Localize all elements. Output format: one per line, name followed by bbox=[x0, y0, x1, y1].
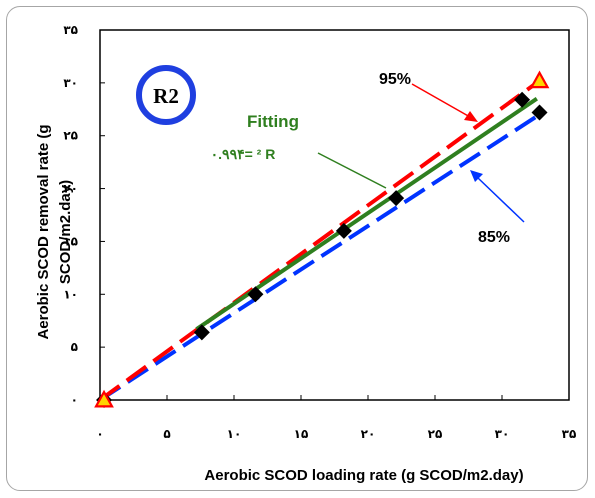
data-point-diamond bbox=[335, 222, 352, 239]
x-axis-title: Aerobic SCOD loading rate (g SCOD/m2.day… bbox=[204, 467, 523, 484]
data-point-triangle bbox=[94, 389, 114, 408]
x-tick-label: ۱۵ bbox=[294, 427, 309, 441]
plot-area-border bbox=[99, 29, 570, 401]
data-point-diamond bbox=[388, 190, 405, 207]
fitting-line bbox=[195, 97, 538, 331]
chart-frame bbox=[6, 6, 588, 491]
label-85-percent: 85% bbox=[478, 229, 510, 246]
x-tick-label: ۱۰ bbox=[227, 427, 242, 441]
line-95-percent bbox=[98, 79, 541, 402]
line-85-percent bbox=[98, 112, 541, 402]
series-lines bbox=[98, 79, 541, 402]
data-point-diamond bbox=[514, 91, 531, 108]
data-point-diamond bbox=[193, 324, 210, 341]
y-tick-label: ۱۵ bbox=[63, 234, 78, 248]
y-tick-label: ۱۰ bbox=[63, 287, 78, 301]
y-tick-label: ۵ bbox=[71, 340, 78, 354]
fitting-label: Fitting bbox=[247, 112, 299, 131]
annotations: R2 95% 85% Fitting ۰.۹۹۴= ² R bbox=[136, 65, 525, 246]
x-tick-label: ۰ bbox=[96, 427, 103, 441]
tick-labels: ۰ ۵ ۱۰ ۱۵ ۲۰ ۲۵ ۳۰ ۳۵ ۰ ۵ ۱۰ ۱۵ ۲۰ ۲۵ ۳۰ ۳۵ bbox=[63, 23, 576, 441]
y-tick-label: ۳۵ bbox=[63, 23, 78, 37]
data-point-diamond bbox=[531, 104, 548, 121]
y-axis-title-line2: SCOD/m2.day) bbox=[57, 180, 74, 284]
data-point-diamond bbox=[247, 286, 264, 303]
y-axis-title-line1: Aerobic SCOD removal rate (g bbox=[35, 124, 52, 339]
arrow-85-head bbox=[470, 170, 483, 182]
r2-badge-ring bbox=[136, 65, 196, 125]
label-95-percent: 95% bbox=[379, 71, 411, 88]
data-point-triangle bbox=[529, 70, 550, 89]
y-axis-title: Aerobic SCOD removal rate (g SCOD/m2.day… bbox=[35, 124, 74, 339]
arrow-95-shaft bbox=[411, 83, 471, 118]
fitting-pointer bbox=[317, 152, 387, 189]
x-tick-label: ۵ bbox=[163, 427, 170, 441]
data-points bbox=[94, 70, 550, 408]
y-tick-label: ۰ bbox=[71, 393, 78, 407]
r2-badge-label: R2 bbox=[153, 84, 179, 108]
x-tick-label: ۲۵ bbox=[428, 427, 443, 441]
x-tick-label: ۳۰ bbox=[495, 427, 510, 441]
x-tick-label: ۳۵ bbox=[562, 427, 577, 441]
y-tick-label: ۲۵ bbox=[63, 129, 78, 143]
y-tick-label: ۳۰ bbox=[63, 76, 78, 90]
x-tick-label: ۲۰ bbox=[361, 427, 376, 441]
arrow-85-shaft bbox=[477, 177, 525, 223]
y-tick-label: ۲۰ bbox=[63, 182, 78, 196]
r-squared-value: ۰.۹۹۴= ² R bbox=[211, 146, 276, 162]
arrow-95-head bbox=[464, 111, 478, 122]
